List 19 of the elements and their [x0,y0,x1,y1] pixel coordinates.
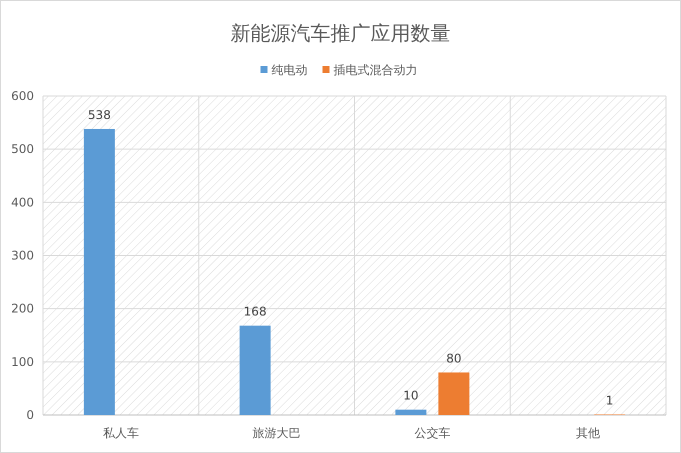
x-tick-label: 公交车 [414,426,450,440]
data-label: 80 [446,351,462,366]
x-tick-label: 其他 [576,426,600,440]
legend-label: 纯电动 [272,63,308,77]
y-tick-label: 500 [11,142,34,156]
data-label: 168 [244,304,267,319]
legend-label: 插电式混合动力 [334,63,418,77]
chart-title: 新能源汽车推广应用数量 [230,21,450,45]
y-tick-label: 200 [11,302,34,316]
y-tick-label: 300 [11,248,34,262]
y-tick-label: 400 [11,195,34,210]
data-label: 10 [403,388,419,403]
x-tick-label: 旅游大巴 [252,426,301,440]
y-tick-label: 100 [11,354,34,369]
x-tick-label: 私人车 [102,426,139,440]
y-tick-label: 0 [26,408,34,422]
y-tick-label: 600 [11,89,34,103]
data-label: 538 [88,108,111,122]
data-label: 1 [606,393,614,408]
